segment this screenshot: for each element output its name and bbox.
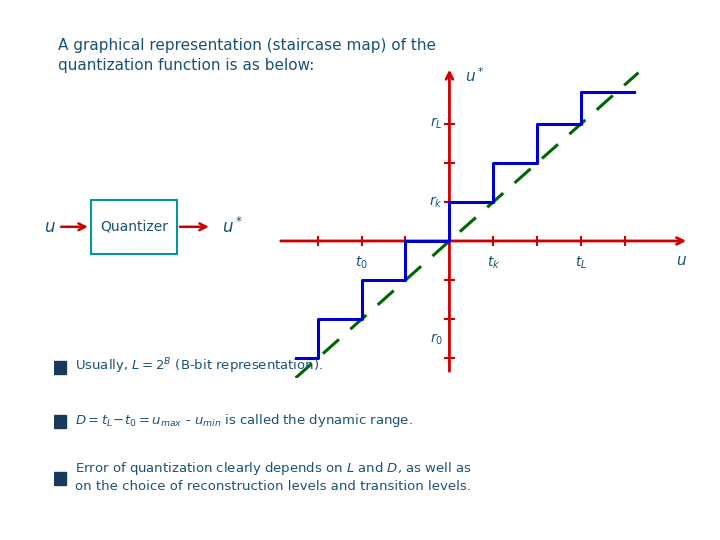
Text: $u$: $u$ bbox=[44, 218, 55, 236]
Text: $t_0$: $t_0$ bbox=[355, 255, 368, 271]
Text: $u^*$: $u^*$ bbox=[222, 217, 243, 237]
Text: $t_L$: $t_L$ bbox=[575, 255, 588, 271]
Text: $u$: $u$ bbox=[676, 253, 687, 268]
Text: A graphical representation (staircase map) of the
quantization function is as be: A graphical representation (staircase ma… bbox=[58, 38, 436, 72]
Bar bbox=[54, 472, 66, 485]
Bar bbox=[54, 415, 66, 428]
Bar bbox=[54, 361, 66, 374]
Text: $r_L$: $r_L$ bbox=[431, 116, 443, 131]
Text: Usually, $L = 2^B$ (B-bit representation).: Usually, $L = 2^B$ (B-bit representation… bbox=[75, 356, 323, 376]
FancyBboxPatch shape bbox=[91, 200, 177, 254]
Text: $D = t_L \!-\! t_0 = u_{max}$ - $u_{min}$ is called the dynamic range.: $D = t_L \!-\! t_0 = u_{max}$ - $u_{min}… bbox=[75, 412, 413, 429]
Text: $r_k$: $r_k$ bbox=[429, 194, 443, 210]
Text: $t_k$: $t_k$ bbox=[487, 255, 500, 271]
Text: Error of quantization clearly depends on $L$ and $D$, as well as
on the choice o: Error of quantization clearly depends on… bbox=[75, 461, 472, 494]
Text: Quantizer: Quantizer bbox=[100, 220, 168, 234]
Text: $u^*$: $u^*$ bbox=[465, 67, 485, 85]
Text: $r_0$: $r_0$ bbox=[430, 331, 443, 347]
